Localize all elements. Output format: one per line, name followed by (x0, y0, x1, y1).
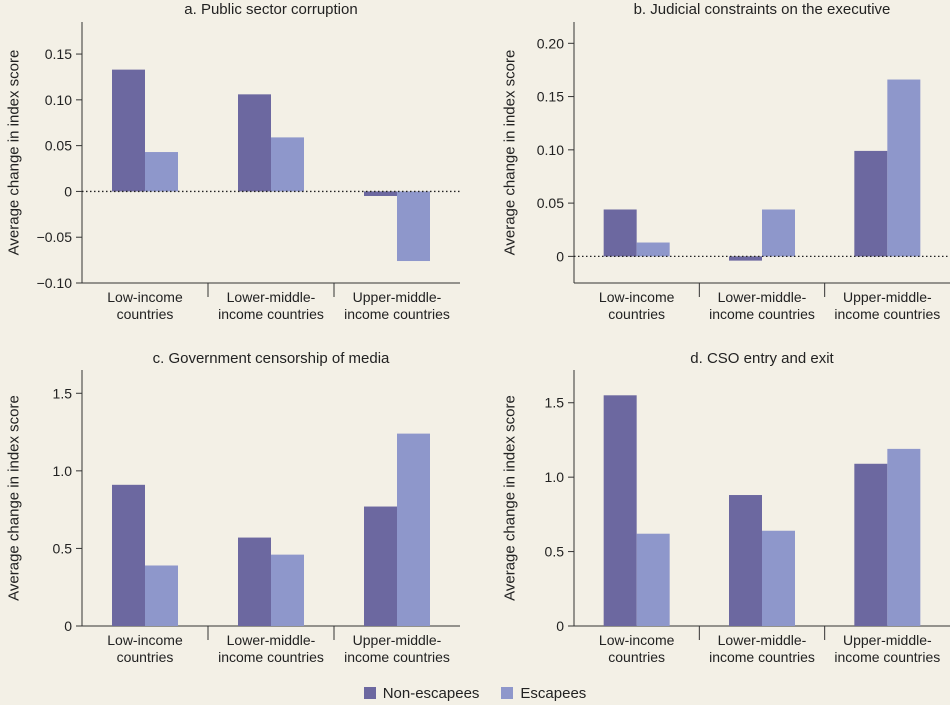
panel-a-y-tick-label: −0.05 (37, 229, 73, 245)
panel-c-bar-non-escapees (364, 506, 397, 626)
panel-c-bar-non-escapees (112, 484, 145, 626)
panel-b-y-tick-label: 0.10 (537, 142, 564, 158)
panel-d-title: d. CSO entry and exit (690, 350, 834, 367)
panel-a-title: a. Public sector corruption (184, 1, 357, 18)
panel-b-x-tick-label-line: income countries (709, 306, 815, 322)
panel-b-title: b. Judicial constraints on the executive (634, 1, 891, 18)
panel-b: b. Judicial constraints on the executive… (502, 1, 950, 322)
panel-c-x-tick-label-line: income countries (344, 649, 450, 665)
panel-c-x-tick-label-line: Lower-middle- (227, 632, 316, 648)
panel-c-x-tick-label-line: income countries (218, 649, 324, 665)
panel-c: c. Government censorship of media Average… (6, 350, 460, 665)
panel-b-y-tick-label: 0.05 (537, 195, 564, 211)
panel-a-bar-non-escapees (238, 94, 271, 192)
panel-b-bar-non-escapees (854, 150, 888, 257)
panel-a-bar-non-escapees (364, 191, 397, 196)
legend: Non-escapees Escapees (0, 682, 950, 704)
panel-c-bar-escapees (271, 554, 304, 626)
panel-c-y-axis-label: Average change in index score (6, 395, 23, 601)
panel-c-bar-escapees (145, 565, 178, 626)
panel-c-y-tick-label: 1.0 (53, 463, 73, 479)
panel-a-x-tick-label-line: income countries (218, 306, 324, 322)
panel-a-y-tick-label: 0.10 (45, 92, 72, 108)
panel-a-y-tick-label: −0.10 (37, 275, 73, 291)
panel-d-x-tick-label: Lower-middle-income countries (709, 632, 815, 665)
panel-b-y-axis-label: Average change in index score (502, 50, 519, 256)
panel-c-y-tick-label: 1.5 (53, 385, 73, 401)
panel-a-x-tick-label: Upper-middle-income countries (344, 289, 450, 322)
panel-b-bar-escapees (762, 209, 795, 257)
panel-d-x-tick-label-line: countries (608, 649, 665, 665)
panel-c-x-tick-label-line: Upper-middle- (353, 632, 442, 648)
legend-label-escapees: Escapees (520, 684, 587, 702)
panel-c-x-tick-label-line: Low-income (107, 632, 183, 648)
panel-b-x-tick-label-line: countries (608, 306, 665, 322)
panel-d: d. CSO entry and exit Average change in i… (502, 350, 950, 665)
panel-a: a. Public sector corruption Average chang… (6, 1, 460, 322)
panel-b-y-tick-label: 0.20 (537, 35, 564, 51)
panel-d-y-tick-label: 1.5 (545, 395, 565, 411)
panel-b-bar-non-escapees (603, 209, 637, 257)
panel-b-bar-non-escapees (729, 256, 762, 261)
panel-d-bar-escapees (887, 448, 921, 626)
panel-c-bar-non-escapees (238, 537, 271, 626)
panel-b-x-tick-label: Low-income countries (599, 289, 675, 322)
legend-item-non-escapees: Non-escapees (363, 684, 480, 702)
panel-d-x-tick-label-line: Lower-middle- (718, 632, 807, 648)
panel-b-bar-escapees (887, 79, 921, 257)
panel-d-x-tick-label-line: Upper-middle- (843, 632, 932, 648)
legend-label-non-escapees: Non-escapees (382, 684, 480, 702)
panel-d-y-tick-label: 1.0 (545, 469, 565, 485)
panel-d-x-tick-label: Low-income countries (599, 632, 675, 665)
panel-a-x-tick-label: Lower-middle-income countries (218, 289, 324, 322)
panel-c-x-tick-label: Lower-middle-income countries (218, 632, 324, 665)
panel-a-x-tick-label-line: Low-income (107, 289, 183, 305)
panel-d-bar-escapees (636, 533, 670, 626)
panel-d-y-tick-label: 0.5 (545, 544, 565, 560)
panel-b-x-tick-label-line: Low-income (599, 289, 675, 305)
panel-d-y-tick-label: 0 (556, 618, 564, 634)
panel-c-title: c. Government censorship of media (153, 350, 390, 367)
panel-d-x-tick-label-line: income countries (709, 649, 815, 665)
panel-d-bar-non-escapees (729, 495, 762, 626)
panel-a-x-tick-label: Low-income countries (107, 289, 183, 322)
panel-a-bar-escapees (271, 137, 304, 192)
panel-d-bar-escapees (762, 530, 795, 626)
panel-b-x-tick-label: Lower-middle-income countries (709, 289, 815, 322)
panel-a-y-tick-label: 0.05 (45, 138, 72, 154)
panel-a-x-tick-label-line: Upper-middle- (353, 289, 442, 305)
panel-d-bar-non-escapees (854, 463, 888, 626)
panel-d-y-axis-label: Average change in index score (502, 395, 519, 601)
panel-c-x-tick-label: Low-income countries (107, 632, 183, 665)
panel-a-x-tick-label-line: countries (117, 306, 174, 322)
panel-a-bar-non-escapees (112, 69, 145, 192)
panel-d-bar-non-escapees (603, 395, 637, 626)
panel-c-bar-escapees (397, 433, 430, 626)
legend-swatch-non-escapees (363, 687, 376, 699)
panel-b-x-tick-label: Upper-middle-income countries (834, 289, 940, 322)
legend-item-escapees: Escapees (501, 685, 586, 702)
panel-a-bar-escapees (145, 152, 178, 192)
legend-swatch-escapees (501, 687, 514, 699)
panel-b-bar-escapees (636, 242, 670, 257)
panel-a-x-tick-label-line: Lower-middle- (227, 289, 316, 305)
panel-d-x-tick-label-line: Low-income (599, 632, 675, 648)
panel-c-x-tick-label-line: countries (117, 649, 174, 665)
panel-a-y-axis-label: Average change in index score (6, 50, 23, 256)
panel-b-x-tick-label-line: Lower-middle- (718, 289, 807, 305)
panel-b-x-tick-label-line: income countries (834, 306, 940, 322)
panel-b-y-tick-label: 0 (556, 248, 564, 264)
panel-a-x-tick-label-line: income countries (344, 306, 450, 322)
panel-a-y-tick-label: 0 (64, 183, 72, 199)
panel-d-x-tick-label: Upper-middle-income countries (834, 632, 940, 665)
panel-d-x-tick-label-line: income countries (834, 649, 940, 665)
panel-a-y-tick-label: 0.15 (45, 46, 72, 62)
panel-b-y-tick-label: 0.15 (537, 89, 564, 105)
panel-a-bar-escapees (397, 191, 430, 262)
panel-c-y-tick-label: 0 (64, 618, 72, 634)
panel-b-x-tick-label-line: Upper-middle- (843, 289, 932, 305)
panel-c-y-tick-label: 0.5 (53, 540, 73, 556)
panel-c-x-tick-label: Upper-middle-income countries (344, 632, 450, 665)
